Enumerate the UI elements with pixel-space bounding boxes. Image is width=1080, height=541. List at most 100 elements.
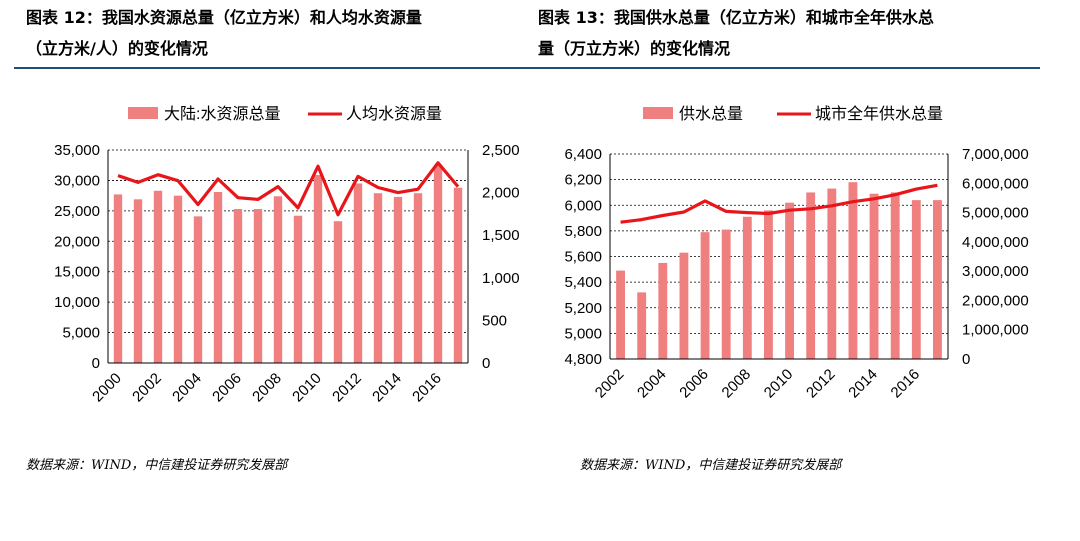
right-source-note: 数据来源：WIND，中信建投证券研究发展部 <box>580 458 842 473</box>
bar <box>193 216 203 363</box>
right-axis-tick-label: 0 <box>482 355 490 372</box>
bar <box>848 182 858 359</box>
right-chart-caption: 图表 13：我国供水总量（亿立方米）和城市全年供水总 量（万立方米）的变化情况 <box>538 2 934 64</box>
legend-bar-swatch <box>643 107 673 119</box>
x-axis-tick-label: 2012 <box>329 370 365 406</box>
header-rule <box>14 67 1040 69</box>
right-caption-line-1: 图表 13：我国供水总量（亿立方米）和城市全年供水总 <box>538 8 934 27</box>
bar <box>637 292 647 359</box>
bar <box>453 187 463 363</box>
bar <box>413 193 423 363</box>
bar <box>827 188 837 359</box>
x-axis-tick-label: 2016 <box>888 366 924 402</box>
left-chart: 0 5,000 10,000 15,000 20,000 25,000 30,000 35,0… <box>54 105 520 406</box>
left-axis-tick-label: 5,000 <box>564 325 602 342</box>
legend-line-label: 城市全年供水总量 <box>815 105 943 123</box>
bar <box>658 262 668 359</box>
right-axis-tick-label: 2,000,000 <box>962 292 1029 309</box>
right-axis-tick-label: 4,000,000 <box>962 234 1029 251</box>
right-axis-tick-label: 0 <box>962 351 970 368</box>
left-axis-tick-label: 5,600 <box>564 249 602 266</box>
x-axis-tick-label: 2010 <box>761 366 797 402</box>
right-axis-tick-label: 3,000,000 <box>962 263 1029 280</box>
right-axis-tick-label: 500 <box>482 312 507 329</box>
left-axis-tick-label: 30,000 <box>54 172 100 189</box>
bar <box>153 190 163 363</box>
right-caption-line-2: 量（万立方米）的变化情况 <box>538 39 731 58</box>
x-axis-tick-label: 2008 <box>249 370 285 406</box>
bar <box>869 193 879 359</box>
left-axis-tick-label: 15,000 <box>54 264 100 281</box>
left-axis-tick-label: 5,400 <box>564 274 602 291</box>
bar <box>293 215 303 363</box>
x-axis-tick-label: 2010 <box>289 370 325 406</box>
bar <box>313 174 323 363</box>
bar <box>433 165 443 363</box>
left-axis-tick-label: 35,000 <box>54 142 100 159</box>
right-axis-tick-label: 6,000,000 <box>962 175 1029 192</box>
left-chart-caption: 图表 12：我国水资源总量（亿立方米）和人均水资源量 （立方米/人）的变化情况 <box>26 2 422 64</box>
bar <box>333 221 343 363</box>
right-axis-tick-label: 2,500 <box>482 142 520 159</box>
left-axis-tick-label: 4,800 <box>564 351 602 368</box>
left-axis-tick-label: 10,000 <box>54 294 100 311</box>
x-axis-tick-label: 2006 <box>676 366 712 402</box>
left-axis-tick-label: 25,000 <box>54 203 100 220</box>
left-caption-line-1: 图表 12：我国水资源总量（亿立方米）和人均水资源量 <box>26 8 422 27</box>
right-axis-tick-label: 1,000,000 <box>962 322 1029 339</box>
x-axis-tick-label: 2002 <box>592 366 628 402</box>
line-series <box>620 183 938 224</box>
x-axis-tick-label: 2000 <box>89 370 125 406</box>
right-axis-tick-label: 7,000,000 <box>962 146 1029 163</box>
x-axis-tick-label: 2004 <box>634 366 670 402</box>
bar <box>721 229 731 359</box>
x-axis-tick-label: 2008 <box>719 366 755 402</box>
bar <box>393 196 403 363</box>
bar <box>113 194 123 363</box>
bar <box>700 232 710 359</box>
x-axis-tick-label: 2016 <box>409 370 445 406</box>
right-axis-tick-label: 5,000,000 <box>962 205 1029 222</box>
bar <box>911 200 921 359</box>
x-axis-tick-label: 2004 <box>169 370 205 406</box>
bar <box>616 270 625 359</box>
right-chart: 4,800 5,000 5,200 5,400 5,600 5,800 6,000 6,200… <box>564 105 1029 402</box>
bar <box>233 209 243 363</box>
bar <box>173 195 183 363</box>
bar <box>785 202 794 359</box>
legend-line-label: 人均水资源量 <box>346 105 442 123</box>
right-axis-tick-label: 1,000 <box>482 270 520 287</box>
left-axis-tick-label: 0 <box>92 355 100 372</box>
left-source-note: 数据来源：WIND，中信建投证券研究发展部 <box>26 458 288 473</box>
left-axis-tick-label: 20,000 <box>54 233 100 250</box>
left-axis-tick-label: 6,400 <box>564 146 602 163</box>
x-axis-tick-label: 2006 <box>209 370 245 406</box>
x-axis-tick-label: 2012 <box>803 366 839 402</box>
bar <box>273 196 283 363</box>
x-axis-tick-label: 2002 <box>129 370 165 406</box>
bar <box>764 210 773 359</box>
bar <box>890 192 900 359</box>
legend-bar-label: 供水总量 <box>679 105 743 123</box>
left-axis-tick-label: 6,200 <box>564 172 602 189</box>
left-axis-tick-label: 5,200 <box>564 300 602 317</box>
bar <box>133 199 143 363</box>
left-axis-tick-label: 5,000 <box>62 325 100 342</box>
bar <box>742 216 752 359</box>
x-axis-tick-label: 2014 <box>369 370 405 406</box>
legend-bar-swatch <box>128 107 158 119</box>
bar <box>373 193 383 363</box>
legend-bar-label: 大陆:水资源总量 <box>164 105 280 123</box>
right-axis-tick-label: 2,000 <box>482 185 520 202</box>
bar <box>806 192 816 359</box>
bar <box>933 200 942 359</box>
left-axis-tick-label: 5,800 <box>564 223 602 240</box>
bar <box>253 209 263 363</box>
left-caption-line-2: （立方米/人）的变化情况 <box>26 39 208 58</box>
left-axis-tick-label: 6,000 <box>564 197 602 214</box>
bar <box>353 183 363 363</box>
line-series <box>117 161 460 217</box>
right-axis-tick-label: 1,500 <box>482 227 520 244</box>
bar <box>213 191 223 363</box>
x-axis-tick-label: 2014 <box>845 366 881 402</box>
